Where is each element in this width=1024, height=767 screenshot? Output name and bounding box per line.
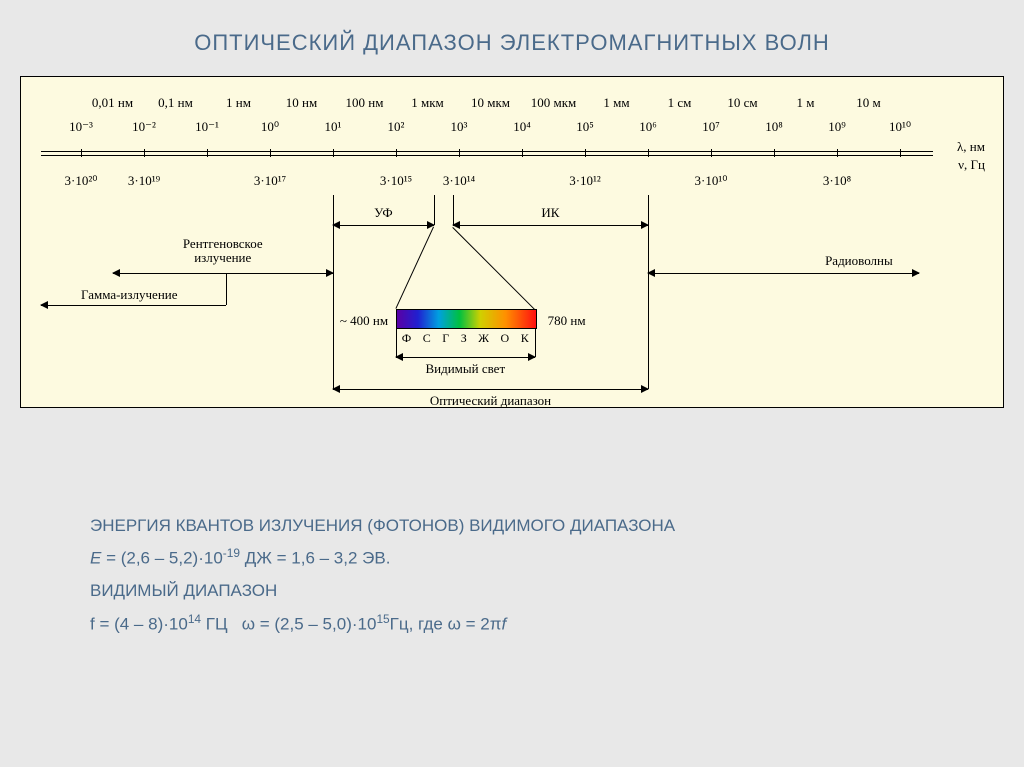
page-title: ОПТИЧЕСКИЙ ДИАПАЗОН ЭЛЕКТРОМАГНИТНЫХ ВОЛ… <box>0 0 1024 76</box>
spectrum-diagram: 0,01 нм0,1 нм1 нм10 нм100 нм1 мкм10 мкм1… <box>20 76 1004 408</box>
nu-axis-label: ν, Гц <box>958 157 985 173</box>
visible-right-nm: 780 нм <box>548 313 586 329</box>
wavelength-unit: 1 м <box>797 95 815 111</box>
lambda-power: 10⁶ <box>639 119 657 135</box>
gamma-label: Гамма-излучение <box>81 287 178 303</box>
lambda-axis-label: λ, нм <box>957 139 985 155</box>
frequency-label: 3·10¹⁰ <box>695 173 728 189</box>
frequency-label: 3·10¹⁹ <box>128 173 160 189</box>
lambda-power: 10⁴ <box>513 119 531 135</box>
radio-label: Радиоволны <box>825 253 893 269</box>
wavelength-unit: 0,1 нм <box>158 95 193 111</box>
frequency-label: 3·10¹⁴ <box>443 173 475 189</box>
spectrum-letter: Г <box>442 331 449 346</box>
xray-arrow <box>113 273 334 274</box>
lambda-power: 10⁰ <box>261 119 279 135</box>
spectrum-letters: ФСГЗЖОК <box>396 331 535 346</box>
uv-label: УФ <box>374 205 393 221</box>
lambda-power: 10⁹ <box>828 119 846 135</box>
body-line4: f = (4 – 8)·1014 ГЦ ω = (2,5 – 5,0)·1015… <box>90 608 964 641</box>
wavelength-unit: 1 нм <box>226 95 251 111</box>
optical-arrow <box>333 389 648 390</box>
lambda-power: 10⁻¹ <box>195 119 219 135</box>
wavelength-unit: 10 мкм <box>471 95 510 111</box>
frequency-label: 3·10⁸ <box>823 173 851 189</box>
spectrum-letter: З <box>461 331 467 346</box>
lambda-power-row: 10⁻³ 10⁻² 10⁻¹ 10⁰ 10¹ 10² 10³ 10⁴ 10⁵ 10⁶ 10⁷ 10⁸ 1… <box>21 119 1003 139</box>
body-line1: ЭНЕРГИЯ КВАНТОВ ИЗЛУЧЕНИЯ (ФОТОНОВ) ВИДИ… <box>90 510 964 542</box>
lambda-power: 10² <box>388 119 405 135</box>
lambda-power: 10⁻² <box>132 119 156 135</box>
lambda-power: 10⁻³ <box>69 119 93 135</box>
uv-arrow <box>333 225 434 226</box>
visible-label: Видимый свет <box>425 361 505 377</box>
visible-left-nm: ~ 400 нм <box>340 313 388 329</box>
frequency-row: 3·10²⁰ 3·10¹⁹ 3·10¹⁷ 3·10¹⁵ 3·10¹⁴ 3·10¹² 3·10… <box>21 173 1003 193</box>
frequency-label: 3·10¹⁵ <box>380 173 412 189</box>
wavelength-unit: 1 см <box>668 95 692 111</box>
spectrum-letter: Ж <box>478 331 489 346</box>
body-line3: ВИДИМЫЙ ДИАПАЗОН <box>90 575 964 607</box>
wavelength-unit: 100 нм <box>346 95 384 111</box>
lambda-power: 10³ <box>451 119 468 135</box>
wavelength-unit: 1 мм <box>603 95 629 111</box>
axis-line <box>41 151 933 156</box>
lambda-power: 10⁵ <box>576 119 594 135</box>
lambda-power: 10⁷ <box>702 119 720 135</box>
lambda-power: 10¹⁰ <box>889 119 911 135</box>
wavelength-unit: 10 м <box>856 95 880 111</box>
lambda-power: 10¹ <box>325 119 342 135</box>
spectrum-letter: О <box>501 331 510 346</box>
wavelength-unit: 1 мкм <box>411 95 444 111</box>
spectrum-letter: К <box>521 331 529 346</box>
visible-spectrum-bar <box>396 309 537 329</box>
spectrum-letter: С <box>423 331 431 346</box>
ir-arrow <box>453 225 648 226</box>
xray-label: Рентгеновскоеизлучение <box>183 237 263 266</box>
optical-label: Оптический диапазон <box>430 393 551 409</box>
spectrum-letter: Ф <box>402 331 411 346</box>
lambda-power: 10⁸ <box>765 119 783 135</box>
visible-arrow <box>396 357 535 358</box>
wavelength-unit: 0,01 нм <box>92 95 133 111</box>
gamma-arrow <box>41 305 226 306</box>
body-line2: E = (2,6 – 5,2)·10-19 ДЖ = 1,6 – 3,2 ЭВ. <box>90 542 964 575</box>
frequency-label: 3·10¹⁷ <box>254 173 286 189</box>
wavelength-unit-row: 0,01 нм 0,1 нм 1 нм 10 нм 100 нм 1 мкм 10 мкм 1… <box>21 95 1003 115</box>
body-text: ЭНЕРГИЯ КВАНТОВ ИЗЛУЧЕНИЯ (ФОТОНОВ) ВИДИ… <box>90 510 964 641</box>
radio-arrow <box>648 273 919 274</box>
frequency-label: 3·10²⁰ <box>65 173 98 189</box>
frequency-label: 3·10¹² <box>569 173 601 189</box>
wavelength-unit: 10 см <box>727 95 757 111</box>
wavelength-unit: 10 нм <box>286 95 317 111</box>
wavelength-unit: 100 мкм <box>531 95 577 111</box>
ir-label: ИК <box>541 205 559 221</box>
